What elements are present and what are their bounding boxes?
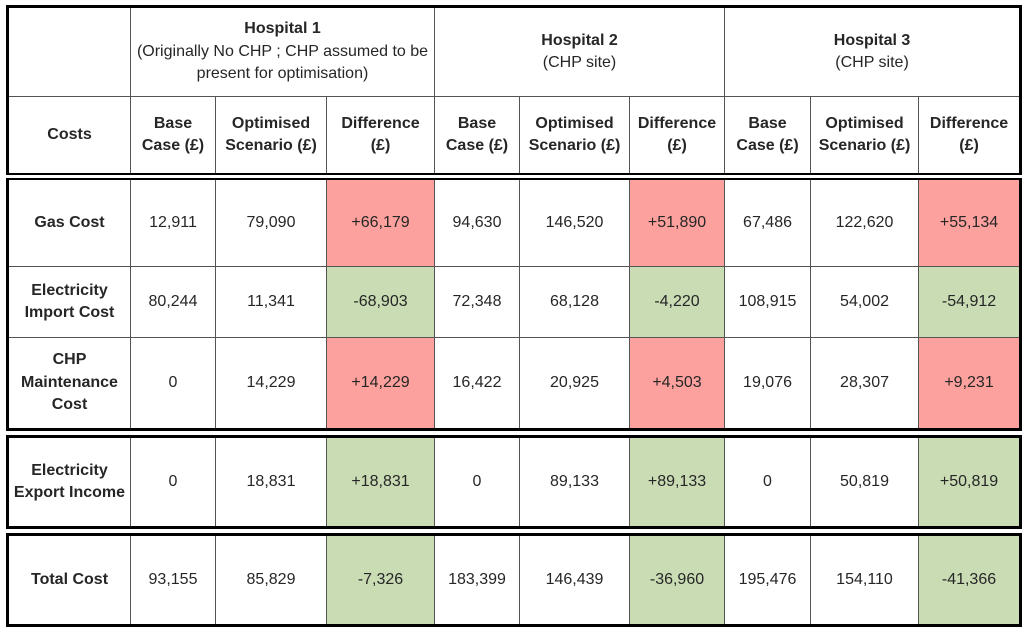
- table-row-electricity-export-income: Electricity Export Income 0 18,831 +18,8…: [7, 436, 1021, 528]
- optimised-scenario-header: Optimised Scenario (£): [810, 96, 920, 180]
- difference-cell: +50,819: [918, 436, 1021, 528]
- value-cell: 50,819: [810, 436, 919, 528]
- value-cell: 14,229: [215, 337, 327, 430]
- base-case-header: Base Case (£): [130, 96, 216, 180]
- hospital-3-header: Hospital 3 (CHP site): [724, 6, 1022, 97]
- base-case-header: Base Case (£): [724, 96, 812, 180]
- difference-cell: +89,133: [629, 436, 725, 528]
- hospital-1-title: Hospital 1: [244, 20, 321, 38]
- value-cell: 122,620: [810, 176, 920, 267]
- row-label: CHP Maintenance Cost: [7, 337, 131, 430]
- difference-cell: -41,366: [918, 534, 1021, 626]
- difference-header: Difference (£): [326, 96, 435, 180]
- hospital-header-row: Hospital 1 (Originally No CHP ; CHP assu…: [7, 6, 1022, 97]
- value-cell: 12,911: [130, 176, 216, 267]
- difference-cell: -36,960: [629, 534, 725, 626]
- value-cell: 54,002: [810, 266, 920, 338]
- hospital-2-title: Hospital 2: [541, 31, 618, 49]
- export-income-section: Electricity Export Income 0 18,831 +18,8…: [6, 435, 1022, 529]
- value-cell: 154,110: [810, 534, 919, 626]
- costs-header-cell: Costs: [7, 96, 131, 180]
- value-cell: 146,520: [519, 176, 630, 267]
- hospital-2-subtitle: (CHP site): [542, 54, 617, 71]
- optimised-scenario-header: Optimised Scenario (£): [215, 96, 327, 180]
- value-cell: 79,090: [215, 176, 327, 267]
- total-cost-section: Total Cost 93,155 85,829 -7,326 183,399 …: [6, 533, 1022, 627]
- table-row-total-cost: Total Cost 93,155 85,829 -7,326 183,399 …: [7, 534, 1021, 626]
- value-cell: 0: [130, 337, 216, 430]
- difference-cell: +4,503: [628, 337, 726, 430]
- value-cell: 0: [130, 436, 216, 528]
- difference-cell: +66,179: [326, 176, 435, 267]
- value-cell: 93,155: [130, 534, 216, 626]
- value-cell: 89,133: [519, 436, 630, 528]
- table-row-chp-maintenance-cost: CHP Maintenance Cost 0 14,229 +14,229 16…: [7, 337, 1022, 430]
- table-row-gas-cost: Gas Cost 12,911 79,090 +66,179 94,630 14…: [7, 176, 1022, 267]
- difference-cell: +18,831: [326, 436, 435, 528]
- column-header-row: Costs Base Case (£) Optimised Scenario (…: [7, 96, 1022, 180]
- difference-cell: -4,220: [628, 266, 726, 338]
- row-label: Electricity Import Cost: [7, 266, 131, 338]
- value-cell: 19,076: [724, 337, 812, 430]
- difference-cell: +51,890: [628, 176, 726, 267]
- costs-table-section: Hospital 1 (Originally No CHP ; CHP assu…: [6, 5, 1023, 431]
- hospital-1-subtitle: (Originally No CHP ; CHP assumed to be p…: [136, 42, 429, 83]
- value-cell: 11,341: [215, 266, 327, 338]
- difference-cell: -68,903: [326, 266, 435, 338]
- hospital-1-header: Hospital 1 (Originally No CHP ; CHP assu…: [130, 6, 435, 97]
- table-row-electricity-import-cost: Electricity Import Cost 80,244 11,341 -6…: [7, 266, 1022, 338]
- value-cell: 94,630: [434, 176, 520, 267]
- value-cell: 72,348: [434, 266, 520, 338]
- row-label: Gas Cost: [7, 176, 131, 267]
- difference-header: Difference (£): [628, 96, 726, 180]
- difference-cell: +14,229: [326, 337, 435, 430]
- value-cell: 16,422: [434, 337, 520, 430]
- difference-cell: +9,231: [918, 337, 1022, 430]
- value-cell: 183,399: [434, 534, 520, 626]
- hospital-3-title: Hospital 3: [833, 31, 911, 49]
- corner-cell: [7, 6, 131, 97]
- row-label: Electricity Export Income: [7, 436, 131, 528]
- optimised-scenario-header: Optimised Scenario (£): [519, 96, 630, 180]
- difference-cell: -7,326: [326, 534, 435, 626]
- value-cell: 28,307: [810, 337, 920, 430]
- value-cell: 80,244: [130, 266, 216, 338]
- difference-header: Difference (£): [918, 96, 1022, 180]
- value-cell: 20,925: [519, 337, 630, 430]
- value-cell: 195,476: [724, 534, 811, 626]
- value-cell: 67,486: [724, 176, 812, 267]
- difference-cell: -54,912: [918, 266, 1022, 338]
- difference-cell: +55,134: [918, 176, 1022, 267]
- value-cell: 68,128: [519, 266, 630, 338]
- value-cell: 0: [724, 436, 811, 528]
- value-cell: 108,915: [724, 266, 812, 338]
- value-cell: 0: [434, 436, 520, 528]
- value-cell: 85,829: [215, 534, 327, 626]
- value-cell: 146,439: [519, 534, 630, 626]
- value-cell: 18,831: [215, 436, 327, 528]
- hospital-2-header: Hospital 2 (CHP site): [433, 6, 726, 97]
- hospital-3-subtitle: (CHP site): [835, 54, 909, 71]
- row-label: Total Cost: [7, 534, 131, 626]
- base-case-header: Base Case (£): [434, 96, 520, 180]
